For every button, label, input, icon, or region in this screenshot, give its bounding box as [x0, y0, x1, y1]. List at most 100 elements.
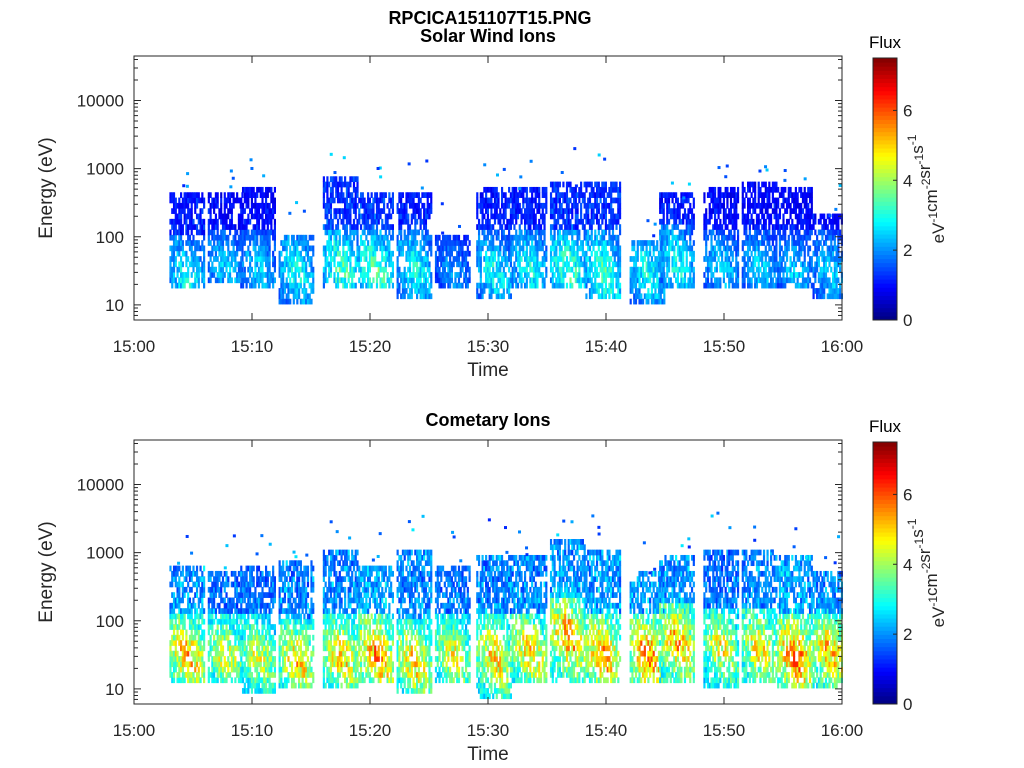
flux-cell	[486, 186, 489, 193]
flux-cell	[587, 197, 590, 204]
flux-cell	[436, 245, 439, 252]
flux-cell	[305, 288, 308, 294]
flux-cell	[549, 192, 553, 198]
flux-cell	[408, 272, 412, 278]
flux-cell	[259, 213, 262, 220]
flux-cell	[490, 234, 493, 241]
flux-cell	[185, 576, 188, 582]
flux-cell	[606, 266, 609, 273]
flux-cell	[329, 240, 333, 246]
flux-cell	[758, 169, 762, 173]
flux-cell	[541, 282, 544, 289]
flux-cell	[187, 229, 190, 236]
flux-cell	[240, 197, 243, 204]
flux-cell	[234, 234, 237, 241]
flux-cell	[669, 245, 672, 252]
flux-cell	[777, 202, 780, 209]
flux-cell	[379, 245, 382, 252]
flux-cell	[733, 240, 736, 246]
flux-cell	[592, 208, 595, 214]
flux-cell	[650, 272, 654, 278]
flux-cell	[583, 234, 586, 241]
flux-cell	[578, 245, 581, 252]
flux-cell	[750, 192, 753, 198]
flux-cell	[368, 224, 371, 230]
flux-cell	[211, 229, 214, 236]
flux-cell	[604, 293, 607, 300]
flux-cell	[490, 229, 493, 236]
flux-cell	[169, 565, 172, 572]
flux-cell	[572, 186, 576, 193]
flux-cell	[263, 229, 266, 236]
flux-cell	[445, 261, 448, 268]
flux-cell	[416, 202, 419, 209]
flux-cell	[292, 234, 295, 241]
flux-cell	[481, 213, 484, 220]
flux-cell	[791, 272, 794, 278]
flux-cell	[798, 218, 801, 225]
flux-cell	[581, 250, 584, 257]
flux-cell	[273, 256, 276, 262]
flux-cell	[372, 261, 375, 268]
flux-cell	[492, 256, 495, 262]
flux-cell	[178, 224, 181, 230]
flux-cell	[817, 293, 820, 300]
flux-cell	[608, 240, 611, 246]
flux-cell	[504, 256, 507, 262]
flux-cell	[784, 224, 787, 230]
flux-cell	[594, 229, 597, 236]
flux-cell	[192, 224, 195, 230]
flux-cell	[188, 234, 192, 241]
flux-cell	[692, 250, 695, 257]
flux-cell	[230, 192, 233, 198]
flux-cell	[197, 272, 200, 278]
flux-cell	[814, 250, 817, 257]
flux-cell	[245, 277, 248, 284]
flux-cell	[282, 272, 285, 278]
flux-cell	[647, 256, 650, 262]
flux-cell	[671, 245, 674, 252]
flux-cell	[326, 256, 329, 262]
flux-cell	[358, 218, 361, 225]
flux-cell	[833, 272, 836, 278]
flux-cell	[220, 277, 223, 284]
flux-cell	[833, 277, 836, 284]
flux-cell	[775, 245, 778, 252]
flux-cell	[710, 234, 713, 241]
flux-cell	[562, 272, 565, 278]
flux-cell	[654, 293, 657, 300]
flux-cell	[359, 240, 363, 246]
flux-cell	[259, 186, 262, 193]
flux-cell	[724, 175, 728, 179]
flux-cell	[771, 250, 774, 257]
flux-cell	[509, 245, 512, 252]
flux-cell	[647, 298, 650, 305]
flux-cell	[833, 213, 836, 220]
flux-cell	[800, 282, 803, 289]
flux-cell	[363, 229, 366, 236]
flux-cell	[443, 261, 446, 268]
flux-cell	[529, 250, 532, 257]
flux-cell	[262, 174, 266, 178]
flux-cell	[368, 261, 371, 268]
flux-cell	[770, 186, 773, 193]
flux-cell	[254, 261, 257, 268]
flux-cell	[331, 224, 334, 230]
flux-cell	[608, 288, 611, 294]
flux-cell	[780, 192, 783, 198]
flux-cell	[636, 293, 639, 300]
flux-cell	[654, 288, 657, 294]
flux-cell	[181, 240, 184, 246]
flux-cell	[770, 218, 773, 225]
flux-cell	[266, 240, 269, 246]
flux-cell	[539, 240, 543, 246]
flux-cell	[558, 272, 561, 278]
flux-cell	[203, 277, 206, 284]
flux-cell	[692, 272, 695, 278]
flux-cell	[560, 256, 563, 262]
flux-cell	[438, 245, 441, 252]
flux-cell	[417, 208, 420, 214]
flux-cell	[617, 261, 620, 268]
flux-cell	[347, 218, 350, 225]
flux-cell	[689, 282, 692, 289]
